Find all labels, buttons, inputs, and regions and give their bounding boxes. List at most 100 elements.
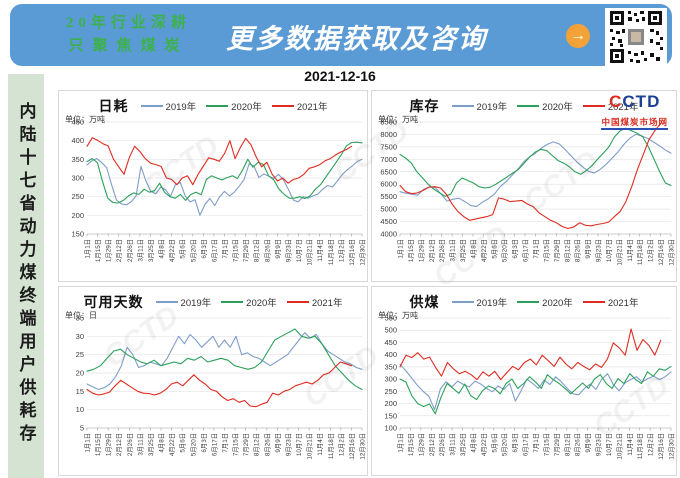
svg-text:4月8日: 4月8日: [469, 433, 477, 453]
svg-text:1月15日: 1月15日: [407, 239, 415, 262]
svg-text:4月22日: 4月22日: [480, 239, 488, 262]
svg-text:11月4日: 11月4日: [626, 239, 634, 262]
svg-text:11月18日: 11月18日: [327, 239, 335, 265]
svg-text:2月26日: 2月26日: [438, 433, 446, 456]
chart-legend: 2019年 2020年 2021年: [451, 295, 639, 309]
svg-text:1月1日: 1月1日: [397, 239, 405, 259]
svg-text:12月2日: 12月2日: [647, 239, 655, 262]
legend-item-2020年: 2020年: [517, 295, 573, 309]
svg-text:10月21日: 10月21日: [306, 239, 314, 266]
svg-text:12月16日: 12月16日: [348, 433, 356, 460]
tagline-line1: 20年行业深耕: [65, 15, 191, 31]
x-axis-labels: 1月1日 1月15日 1月29日 2月12日 2月26日 3月11日 3月25日 4月8日 4月…: [397, 234, 676, 266]
legend-swatch: [155, 301, 178, 303]
chart-grid: 100 150 200 250 300 350 400 450 500 550: [384, 314, 671, 433]
legend-label: 2020年: [542, 298, 573, 309]
legend-item-2021年: 2021年: [582, 99, 639, 113]
svg-text:7月15日: 7月15日: [232, 239, 240, 262]
svg-text:20: 20: [76, 369, 84, 378]
svg-text:9月9日: 9月9日: [274, 239, 282, 259]
svg-text:400: 400: [384, 350, 397, 359]
svg-text:9月9日: 9月9日: [274, 433, 282, 453]
banner-headline: 更多数据获取及咨询: [226, 24, 487, 54]
svg-text:7月1日: 7月1日: [532, 433, 540, 453]
svg-text:15: 15: [76, 387, 84, 396]
svg-text:4月8日: 4月8日: [469, 239, 477, 259]
svg-text:5月6日: 5月6日: [179, 433, 187, 453]
svg-text:5月6日: 5月6日: [490, 239, 498, 259]
legend-label: 2021年: [607, 102, 639, 113]
svg-text:8000: 8000: [380, 130, 397, 139]
svg-text:9月9日: 9月9日: [584, 239, 592, 259]
unit-label: 单位：万吨: [378, 311, 418, 320]
svg-text:1月29日: 1月29日: [105, 239, 113, 262]
svg-text:1月15日: 1月15日: [94, 433, 102, 456]
svg-text:1月15日: 1月15日: [407, 433, 415, 456]
svg-text:3月11日: 3月11日: [136, 239, 144, 262]
svg-text:12月2日: 12月2日: [337, 239, 345, 262]
chart-title: 日耗: [98, 98, 129, 114]
legend-label: 2021年: [296, 102, 328, 113]
series-line-2019年: [399, 133, 672, 208]
plot-area: 150 200 250 300 350 400 450 1月1日 1月15日 1月29日 2月12日…: [71, 118, 366, 266]
svg-text:2月12日: 2月12日: [428, 433, 436, 456]
header-banner: 20年行业深耕 只聚焦煤炭 更多数据获取及咨询 →: [10, 4, 672, 66]
svg-text:5000: 5000: [380, 205, 397, 214]
svg-text:450: 450: [384, 338, 397, 347]
legend-swatch: [582, 301, 605, 303]
svg-text:6月17日: 6月17日: [522, 239, 530, 262]
panel-head: 日耗 2019年 2020年 2021年: [59, 91, 367, 118]
chart-legend: 2019年 2020年 2021年: [155, 295, 342, 309]
x-axis-labels: 1月1日 1月15日 1月29日 2月12日 2月26日 3月11日 3月25日 4月8日 4月…: [84, 428, 367, 460]
legend-label: 2021年: [607, 298, 639, 309]
svg-text:7000: 7000: [380, 155, 397, 164]
svg-text:5月20日: 5月20日: [501, 239, 509, 262]
series-line-2021年: [86, 137, 353, 186]
svg-text:10月7日: 10月7日: [295, 433, 303, 456]
legend-label: 2019年: [165, 102, 197, 113]
svg-text:12月16日: 12月16日: [657, 433, 665, 460]
svg-text:7月29日: 7月29日: [553, 433, 561, 456]
svg-text:450: 450: [71, 118, 84, 127]
svg-text:10月21日: 10月21日: [615, 239, 623, 266]
svg-text:9月23日: 9月23日: [595, 433, 603, 456]
series-line-2021年: [399, 328, 662, 381]
svg-text:2月26日: 2月26日: [126, 433, 134, 456]
chart-title: 库存: [409, 98, 440, 114]
svg-text:3月11日: 3月11日: [449, 239, 457, 262]
svg-text:11月4日: 11月4日: [316, 433, 324, 456]
svg-text:300: 300: [71, 174, 84, 183]
svg-text:9月23日: 9月23日: [595, 239, 603, 262]
panel-head: 可用天数 2019年 2020年 2021年: [59, 287, 367, 314]
svg-text:6月17日: 6月17日: [210, 433, 218, 456]
svg-text:3月25日: 3月25日: [459, 239, 467, 262]
svg-text:200: 200: [71, 211, 84, 220]
svg-text:150: 150: [384, 411, 397, 420]
series-line-2020年: [86, 328, 363, 391]
svg-text:6月17日: 6月17日: [210, 239, 218, 262]
svg-text:2月12日: 2月12日: [428, 239, 436, 262]
panel-head: 供煤 2019年 2020年 2021年: [372, 287, 676, 314]
svg-text:10月7日: 10月7日: [605, 433, 613, 456]
legend-swatch: [206, 105, 229, 107]
svg-text:4月22日: 4月22日: [480, 433, 488, 456]
svg-text:6月3日: 6月3日: [200, 239, 208, 259]
legend-label: 2020年: [231, 102, 262, 113]
svg-text:7月1日: 7月1日: [221, 433, 229, 453]
svg-text:1月29日: 1月29日: [105, 433, 113, 456]
svg-text:300: 300: [384, 375, 397, 384]
chart-grid: 4000 4500 5000 5500 6000 6500 7000 7500 8000 8500: [380, 118, 671, 239]
chart-panel-inventory: 库存 2019年 2020年 2021年 单位：万吨 CCTD 中国煤炭市场网 40…: [371, 90, 677, 282]
svg-text:7月1日: 7月1日: [532, 239, 540, 259]
legend-label: 2020年: [246, 298, 277, 309]
svg-text:12月16日: 12月16日: [348, 239, 356, 266]
svg-text:12月30日: 12月30日: [668, 239, 676, 266]
svg-text:4月8日: 4月8日: [158, 433, 166, 453]
svg-text:2月12日: 2月12日: [115, 239, 123, 262]
svg-text:1月15日: 1月15日: [94, 239, 102, 262]
vertical-caption: 内陆十七省动力煤终端用户供耗存: [15, 102, 36, 447]
legend-item-2019年: 2019年: [155, 295, 211, 309]
svg-text:1月1日: 1月1日: [397, 433, 405, 453]
svg-text:30: 30: [76, 332, 84, 341]
svg-text:9月23日: 9月23日: [284, 239, 292, 262]
